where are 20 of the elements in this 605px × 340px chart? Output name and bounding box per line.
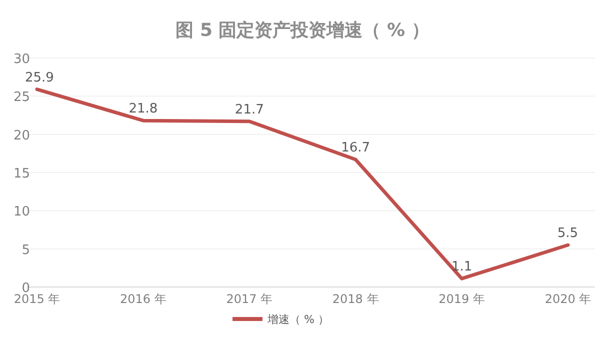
data-label: 1.1: [451, 260, 472, 275]
data-label: 16.7: [341, 140, 370, 156]
x-tick-label: 2015 年: [14, 292, 60, 306]
x-tick-label: 2017 年: [226, 292, 273, 306]
data-label: 21.7: [234, 102, 264, 118]
data-label: 21.8: [128, 102, 158, 117]
y-tick-label: 20: [13, 128, 30, 144]
data-label: 25.9: [25, 70, 54, 86]
chart-title: 图 5 固定资产投资增速（ % ）: [176, 20, 430, 41]
x-tick-label: 2020 年: [544, 292, 592, 306]
x-tick-label: 2019 年: [438, 292, 485, 306]
y-tick-label: 30: [13, 52, 30, 67]
y-tick-label: 10: [13, 204, 30, 220]
data-label: 5.5: [557, 226, 578, 242]
y-tick-label: 15: [13, 166, 30, 182]
x-tick-label: 2018 年: [332, 292, 379, 306]
y-tick-label: 5: [22, 242, 30, 258]
x-tick-label: 2016 年: [120, 292, 166, 306]
legend-label: 增速（ % ）: [266, 313, 329, 326]
y-tick-label: 25: [13, 90, 30, 106]
